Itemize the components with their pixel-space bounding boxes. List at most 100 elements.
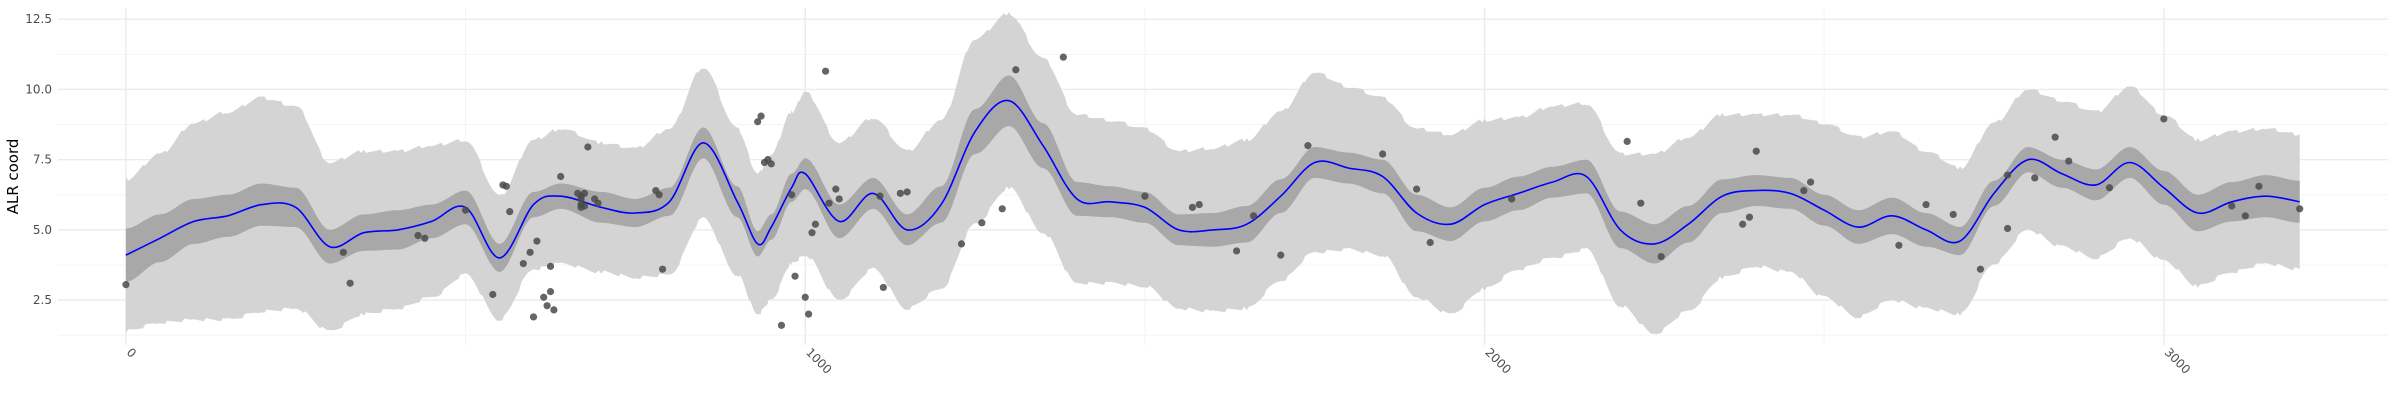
data-point — [1426, 238, 1434, 247]
data-point — [835, 195, 843, 203]
y-axis-label: ALR coord — [4, 139, 22, 215]
data-point — [777, 321, 786, 329]
x-axis-ticks: 0 1000 2000 3000 — [124, 345, 2193, 376]
data-point — [1413, 185, 1421, 193]
y-tick-label: 10.0 — [25, 82, 52, 96]
data-point — [825, 199, 833, 207]
data-point — [1188, 203, 1197, 211]
data-point — [1800, 186, 1808, 195]
data-point — [896, 189, 904, 197]
data-point — [2105, 184, 2114, 192]
data-point — [580, 189, 589, 197]
data-point — [767, 160, 775, 168]
data-point — [1249, 212, 1258, 220]
x-tick-label: 3000 — [2162, 345, 2193, 376]
data-point — [557, 172, 565, 181]
data-point — [1277, 251, 1285, 259]
data-point — [1232, 247, 1241, 255]
data-point — [801, 293, 809, 301]
data-point — [2241, 212, 2249, 220]
data-point — [543, 302, 551, 310]
data-point — [550, 306, 558, 314]
data-point — [903, 188, 911, 196]
data-point — [876, 192, 884, 200]
data-point — [1895, 241, 1903, 249]
data-point — [1806, 178, 1815, 186]
x-tick-label: 0 — [124, 345, 139, 360]
data-point — [1141, 192, 1149, 200]
data-point — [822, 67, 830, 75]
y-axis-ticks: 2.5 5.0 7.5 10.0 12.5 — [25, 12, 52, 307]
data-point — [757, 112, 765, 120]
data-point — [832, 185, 840, 193]
data-point — [594, 199, 602, 207]
data-point — [978, 219, 986, 227]
data-point — [580, 202, 589, 210]
y-tick-label: 5.0 — [33, 223, 52, 237]
data-point — [1379, 150, 1387, 158]
data-point — [546, 288, 555, 296]
data-point — [808, 229, 816, 237]
data-point — [346, 279, 354, 287]
data-point — [584, 143, 592, 151]
data-point — [2065, 157, 2073, 165]
data-point — [1739, 220, 1747, 228]
data-point — [2003, 224, 2012, 233]
data-point — [461, 206, 470, 214]
data-point — [2255, 182, 2263, 190]
data-point — [2003, 171, 2012, 179]
data-point — [421, 234, 429, 242]
data-point — [489, 290, 497, 299]
y-tick-label: 7.5 — [33, 153, 52, 167]
data-point — [540, 293, 548, 301]
data-point — [2296, 205, 2304, 213]
data-point — [2160, 115, 2168, 123]
x-tick-label: 2000 — [1482, 345, 1513, 376]
data-point — [1976, 265, 1985, 273]
data-point — [2228, 202, 2236, 210]
y-tick-label: 2.5 — [33, 293, 52, 307]
data-point — [2031, 174, 2039, 182]
data-point — [2051, 133, 2059, 141]
data-point — [546, 262, 555, 270]
outer-uncertainty-band — [125, 12, 2300, 334]
data-point — [1657, 252, 1665, 261]
data-point — [791, 272, 799, 280]
data-point — [1949, 210, 1957, 219]
observed-points — [122, 53, 2304, 329]
y-tick-label: 12.5 — [25, 12, 52, 26]
data-point — [811, 220, 820, 228]
data-point — [655, 191, 663, 199]
mean-line — [125, 99, 2300, 259]
data-point — [1508, 195, 1516, 203]
data-point — [502, 182, 510, 190]
data-point — [519, 259, 527, 268]
data-point — [998, 205, 1006, 213]
data-point — [879, 283, 887, 292]
data-point — [805, 310, 813, 318]
data-point — [1195, 200, 1203, 209]
data-point — [1752, 147, 1760, 155]
data-point — [1745, 213, 1754, 221]
data-point — [506, 208, 514, 216]
data-point — [658, 265, 667, 273]
data-point — [1637, 199, 1645, 207]
data-point — [339, 248, 347, 256]
data-point — [1059, 53, 1067, 61]
data-point — [1304, 142, 1312, 150]
data-point — [1922, 200, 1930, 209]
data-point — [577, 195, 585, 203]
data-point — [529, 313, 538, 321]
data-point — [1623, 137, 1631, 145]
x-tick-label: 1000 — [803, 345, 834, 376]
data-point — [414, 231, 422, 240]
inner-uncertainty-band — [125, 75, 2300, 282]
data-point — [754, 118, 762, 126]
data-point — [122, 281, 130, 289]
data-point — [533, 237, 541, 245]
data-point — [957, 240, 966, 248]
data-point — [526, 248, 534, 256]
data-point — [788, 191, 796, 199]
data-point — [1012, 66, 1020, 74]
